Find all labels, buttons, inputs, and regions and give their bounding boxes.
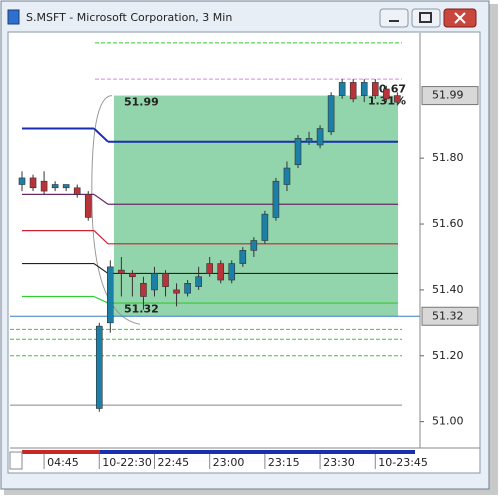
level-step: [93, 295, 109, 304]
candle-body: [316, 128, 324, 146]
candle-body: [173, 289, 180, 294]
candle-body: [272, 180, 280, 218]
candle-body: [162, 273, 169, 287]
candle-body: [140, 283, 147, 297]
candle-body: [349, 82, 357, 100]
restore-icon: [419, 12, 432, 23]
candle-body: [327, 95, 335, 133]
price-tag: [421, 306, 479, 326]
candle-body: [129, 273, 136, 278]
candle-body: [217, 263, 225, 281]
x-tick-label: 23:15: [268, 456, 300, 469]
measure-box: [114, 95, 398, 317]
x-tick-label: 04:45: [47, 456, 79, 469]
candle-body: [51, 184, 59, 189]
candle-body: [73, 187, 81, 195]
level-step: [93, 230, 109, 245]
candle-body: [394, 95, 401, 103]
y-tick-label: 51.80: [432, 151, 464, 164]
level-step: [93, 263, 109, 274]
price-tag-label: 51.99: [432, 89, 464, 102]
candle-body: [383, 88, 390, 100]
level-step: [93, 127, 109, 143]
app-icon: [7, 9, 20, 25]
candle-body: [239, 250, 247, 264]
price-tag-label: 51.32: [432, 309, 464, 322]
y-tick-label: 51.40: [432, 283, 464, 296]
candle-body: [195, 276, 202, 287]
candle-body: [283, 167, 291, 185]
measure-bracket: [91, 95, 141, 325]
candle-body: [228, 263, 236, 281]
candle-body: [107, 266, 114, 324]
y-tick-label: 51.60: [432, 217, 464, 230]
candle-body: [95, 325, 103, 409]
candle-body: [250, 240, 258, 251]
close-icon: [454, 12, 466, 24]
candle-body: [261, 213, 269, 241]
x-tick-label: 23:30: [323, 456, 355, 469]
candle-body: [371, 82, 379, 96]
candle-body: [338, 82, 346, 96]
candle-body: [206, 263, 213, 274]
y-tick-label: 51.00: [432, 415, 464, 428]
restore-button[interactable]: [411, 8, 441, 28]
candle-body: [360, 82, 368, 96]
window-title: S.MSFT - Microsoft Corporation, 3 Min: [26, 11, 232, 24]
price-tag: [421, 86, 479, 106]
y-tick-label: 51.20: [432, 349, 464, 362]
candle-body: [294, 138, 302, 166]
candle-body: [151, 273, 158, 291]
level-step: [93, 193, 109, 205]
candle-body: [84, 194, 92, 218]
candle-body: [305, 138, 313, 142]
candle-body: [184, 283, 191, 294]
session-bar: [22, 450, 100, 454]
candle-body: [29, 177, 37, 189]
candle-body: [62, 184, 70, 189]
x-tick-label: 23:00: [213, 456, 245, 469]
axis-corner: [9, 451, 23, 470]
candle-body: [18, 177, 26, 185]
candle-body: [118, 269, 125, 274]
x-tick-label: 10-22:30: [102, 456, 152, 469]
session-bar: [100, 450, 415, 454]
candle-body: [40, 180, 48, 192]
x-tick-label: 10-23:45: [378, 456, 428, 469]
measure-label: 51.32: [124, 302, 159, 315]
measure-label: 51.99: [124, 96, 159, 109]
x-tick-label: 22:45: [157, 456, 189, 469]
minimize-button[interactable]: [379, 8, 409, 28]
